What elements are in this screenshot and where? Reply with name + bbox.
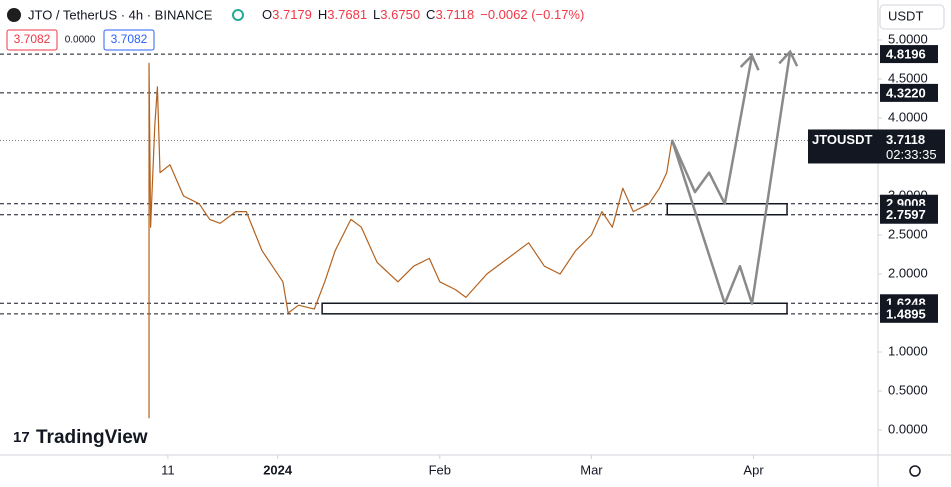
y-tick-label: 0.0000: [888, 421, 928, 436]
level-label: 4.3220: [886, 85, 926, 100]
level-label-box: [880, 205, 938, 224]
x-tick-label: Apr: [743, 462, 764, 477]
zone: [666, 202, 788, 216]
zone: [321, 302, 788, 315]
ohlc: O3.7179 H3.7681 L3.6750 C3.7118 −0.0062 (−0.…: [262, 7, 584, 22]
y-tick-label: 1.0000: [888, 343, 928, 358]
y-tick-label: 4.0000: [888, 109, 928, 124]
x-tick-label: 11: [161, 462, 175, 477]
buy-price: 3.7082: [111, 32, 148, 46]
buy-box[interactable]: [103, 29, 155, 51]
y-tick-label: 2.5000: [888, 226, 928, 241]
y-tick-label: 0.5000: [888, 382, 928, 397]
level-label: 2.7597: [886, 207, 926, 222]
level-label-box: [880, 304, 938, 323]
ohlc-label: H: [318, 7, 327, 22]
level-label-box: [880, 83, 938, 102]
spread: 0.0000: [65, 35, 96, 46]
x-tick-label: Feb: [429, 462, 451, 477]
sell-price: 3.7082: [14, 32, 51, 46]
sell-box[interactable]: [6, 29, 58, 51]
ohlc-value: 3.7681: [327, 7, 367, 22]
level-label-box: [880, 45, 938, 64]
y-tick-label: 4.5000: [888, 70, 928, 85]
settings-icon[interactable]: [909, 465, 921, 477]
ohlc-label: L: [373, 7, 380, 22]
logo-mark: 17: [13, 429, 30, 446]
last-price: 3.7118: [886, 132, 925, 147]
projection-path: [670, 51, 792, 305]
currency-button[interactable]: [879, 4, 945, 30]
price-line: [148, 62, 673, 419]
ohlc-label: C: [426, 7, 435, 22]
last-price-box: [808, 129, 945, 164]
symbol-icon: [7, 8, 21, 22]
ohlc-change: −0.0062 (−0.17%): [480, 7, 584, 22]
arrow-head: [778, 49, 799, 67]
x-tick-label: Mar: [580, 462, 603, 477]
arrow-head: [739, 53, 760, 71]
projection-path: [670, 55, 754, 206]
ohlc-value: 3.6750: [380, 7, 420, 22]
symbol-title[interactable]: JTO / TetherUS · 4h · BINANCE: [28, 7, 213, 22]
market-status: [232, 9, 244, 21]
level-label: 4.8196: [886, 47, 926, 62]
last-symbol: JTOUSDT: [812, 132, 872, 147]
y-tick-label: 5.0000: [888, 31, 928, 46]
ohlc-value: 3.7179: [272, 7, 312, 22]
level-label: 1.4895: [886, 306, 926, 321]
ohlc-value: 3.7118: [435, 7, 474, 22]
currency: USDT: [888, 8, 923, 23]
branding: TradingView: [36, 427, 148, 448]
ohlc-label: O: [262, 7, 272, 22]
countdown: 02:33:35: [886, 147, 937, 162]
y-tick-label: 2.0000: [888, 265, 928, 280]
x-tick-label: 2024: [263, 462, 293, 477]
